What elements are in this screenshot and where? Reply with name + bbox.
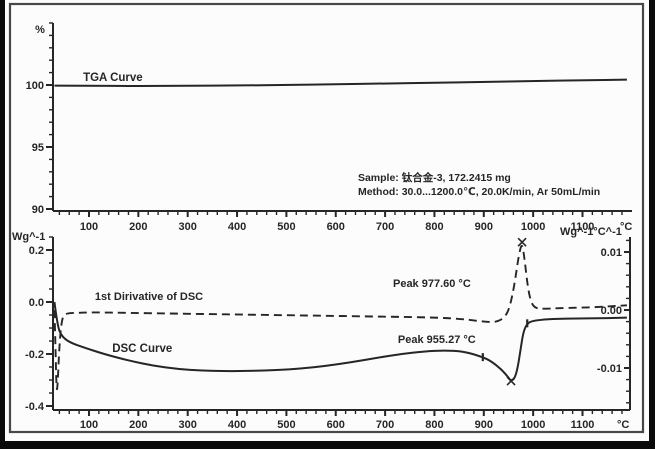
dsc-left-y-tick-label: 0.0 <box>29 297 44 309</box>
tga-x-tick-label: 100 <box>80 221 98 233</box>
tga-x-tick-label: 300 <box>179 221 197 233</box>
tga-x-tick-label: 900 <box>475 221 493 233</box>
dsc-curve-line <box>53 301 627 382</box>
figure-frame <box>8 2 645 434</box>
tga-y-axis-unit: % <box>35 24 45 36</box>
tga-x-tick-label: 600 <box>327 221 345 233</box>
dsc-right-y-tick-label: 0.01 <box>601 247 622 259</box>
dsc-right-y-tick-label: 0.00 <box>601 305 622 317</box>
method-info-line: Method: 30.0...1200.0℃, 20.0K/min, Ar 50… <box>358 186 600 198</box>
dsc-x-tick-label: 200 <box>129 419 147 431</box>
dsc-x-tick-label: 800 <box>425 419 443 431</box>
dsc-right-y-axis-unit: Wg^-1°C^-1 <box>560 226 622 238</box>
dsc-left-y-axis-unit: Wg^-1 <box>12 231 45 243</box>
dsc-x-tick-label: 1000 <box>521 419 545 431</box>
derivative-curve-label: 1st Dirivative of DSC <box>95 291 203 303</box>
dsc-x-tick-label: 700 <box>376 419 394 431</box>
dsc-x-tick-label: 400 <box>228 419 246 431</box>
dsc-left-y-tick-label: -0.4 <box>25 401 45 413</box>
tga-x-tick-label: 500 <box>277 221 295 233</box>
dsc-x-axis-unit: °C <box>617 419 629 431</box>
dsc-x-tick-label: 600 <box>327 419 345 431</box>
tga-curve-label: TGA Curve <box>83 72 143 84</box>
tga-y-tick-label: 90 <box>32 204 44 216</box>
dsc-x-tick-label: 900 <box>475 419 493 431</box>
derivative-peak-label: Peak 977.60 °C <box>393 278 471 290</box>
derivative-peak-marker <box>517 237 527 247</box>
dsc-peak-marker <box>506 376 516 386</box>
tga-curve-line <box>54 78 627 87</box>
tga-x-tick-label: 800 <box>425 221 443 233</box>
dsc-x-tick-label: 300 <box>179 419 197 431</box>
tga-x-tick-label: 200 <box>129 221 147 233</box>
dsc-peak-label: Peak 955.27 °C <box>398 334 476 346</box>
tga-x-tick-label: 400 <box>228 221 246 233</box>
tga-x-tick-label: 1000 <box>521 221 545 233</box>
tga-y-tick-label: 100 <box>26 80 44 92</box>
figure-paper <box>5 0 649 441</box>
tga-x-axis-unit: °C <box>620 221 632 233</box>
tga-y-tick-label: 95 <box>32 142 44 154</box>
tga-x-tick-label: 700 <box>376 221 394 233</box>
dsc-x-tick-label: 500 <box>277 419 295 431</box>
dsc-x-tick-label: 1100 <box>571 419 595 431</box>
sample-info-line: Sample: 钛合金-3, 172.2415 mg <box>358 171 511 184</box>
dsc-left-y-tick-label: -0.2 <box>25 349 44 361</box>
dsc-derivative-curve-line <box>53 244 627 391</box>
tga-x-tick-label: 1100 <box>571 221 595 233</box>
dsc-left-y-tick-label: 0.2 <box>29 245 44 257</box>
dsc-curve-label: DSC Curve <box>112 343 172 355</box>
dsc-right-y-tick-label: -0.01 <box>597 363 622 375</box>
dsc-x-tick-label: 100 <box>80 419 98 431</box>
